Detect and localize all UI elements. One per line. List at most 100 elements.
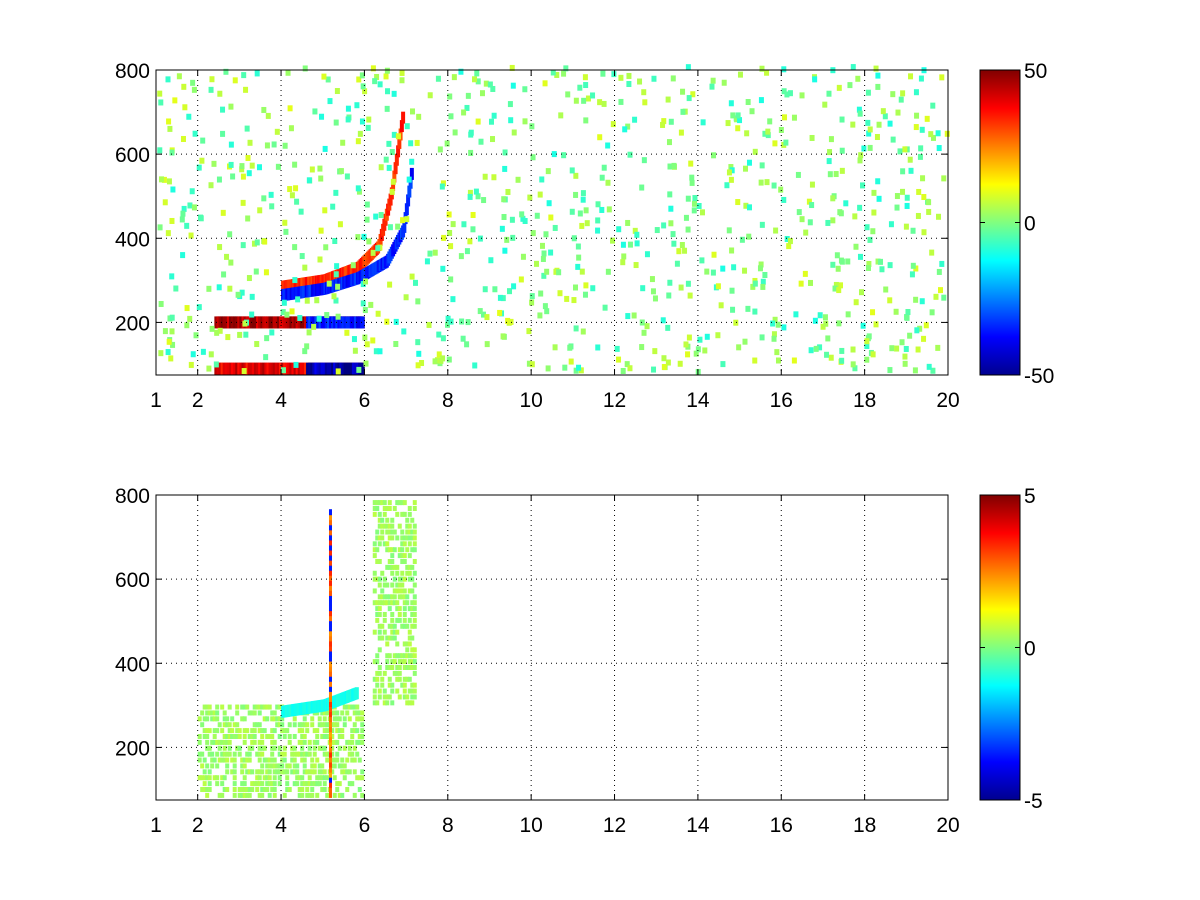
heatmap-cell (252, 734, 257, 739)
heatmap-cell (470, 226, 476, 233)
heatmap-cell (412, 694, 417, 700)
heatmap-cell (287, 763, 292, 769)
heatmap-cell (382, 629, 387, 635)
heatmap-cell (207, 775, 212, 781)
heatmap-cell (507, 288, 513, 295)
heatmap-cell (395, 500, 400, 506)
heatmap-cell (400, 535, 405, 541)
heatmap-cell (328, 756, 332, 763)
heatmap-cell (290, 757, 295, 763)
heatmap-cell (686, 95, 692, 102)
heatmap-cell (803, 229, 809, 236)
heatmap-cell (328, 595, 332, 602)
heatmap-cell (390, 682, 395, 688)
heatmap-cell (405, 564, 410, 570)
heatmap-cell (395, 617, 400, 623)
heatmap-cell (390, 617, 395, 623)
heatmap-cell (292, 722, 297, 728)
colorbar-tick-label: 0 (1024, 638, 1036, 661)
x-tick-label: 8 (442, 814, 454, 837)
heatmap-cell (545, 168, 551, 175)
heatmap-cell (247, 751, 252, 757)
heatmap-cell (402, 541, 407, 547)
heatmap-cell (347, 739, 352, 745)
heatmap-cell (415, 298, 421, 305)
heatmap-cell (735, 199, 741, 206)
heatmap-cell (157, 147, 163, 154)
heatmap-cell (328, 539, 332, 546)
heatmap-cell (165, 349, 171, 356)
heatmap-cell (239, 289, 245, 296)
heatmap-cell (572, 284, 578, 291)
heatmap-cell (293, 185, 299, 192)
heatmap-cell (402, 617, 407, 623)
heatmap-cell (402, 688, 407, 694)
heatmap-cell (631, 312, 637, 319)
heatmap-cell (192, 130, 198, 137)
heatmap-cell (569, 167, 575, 174)
heatmap-cell (235, 734, 240, 739)
heatmap-cell (320, 775, 325, 781)
heatmap-cell (771, 331, 777, 338)
heatmap-cell (806, 198, 812, 205)
heatmap-cell (583, 117, 589, 124)
heatmap-cell (627, 151, 633, 158)
heatmap-cell (317, 716, 322, 722)
heatmap-cell (380, 594, 385, 600)
heatmap-cell (459, 318, 465, 325)
heatmap-cell (320, 734, 325, 739)
heatmap-cell (860, 322, 866, 329)
heatmap-cell (270, 745, 275, 751)
heatmap-cell (447, 229, 453, 236)
heatmap-cell (222, 775, 227, 781)
heatmap-cell (852, 365, 858, 372)
heatmap-cell (558, 112, 564, 119)
heatmap-cell (397, 523, 402, 529)
heatmap-cell (340, 710, 345, 716)
heatmap-cell (355, 185, 361, 192)
heatmap-cell (302, 264, 308, 271)
heatmap-cell (322, 734, 327, 739)
heatmap-cell (209, 76, 215, 83)
heatmap-cell (392, 576, 397, 582)
heatmap-cell (375, 676, 380, 682)
heatmap-cell (191, 204, 197, 211)
heatmap-cell (915, 346, 921, 353)
heatmap-cell (660, 121, 666, 128)
heatmap-cell (328, 695, 332, 702)
heatmap-cell (913, 89, 919, 96)
heatmap-cell (252, 739, 257, 745)
heatmap-cell (297, 722, 302, 728)
heatmap-cell (448, 318, 454, 325)
heatmap-cell (843, 200, 849, 207)
heatmap-cell (857, 157, 863, 164)
heatmap-cell (700, 119, 706, 126)
heatmap-cell (399, 120, 404, 133)
heatmap-cell (730, 306, 736, 313)
heatmap-cell (328, 544, 332, 551)
heatmap-cell (903, 223, 909, 230)
heatmap-cell (350, 728, 355, 734)
heatmap-cell (294, 198, 300, 205)
heatmap-cell (242, 787, 247, 793)
heatmap-cell (571, 297, 577, 304)
heatmap-cell (158, 99, 164, 106)
heatmap-cell (666, 139, 672, 146)
heatmap-cell (246, 275, 252, 282)
heatmap-cell (275, 722, 280, 728)
x-tick-label: 20 (936, 814, 959, 837)
heatmap-cell (938, 287, 944, 294)
heatmap-cell (711, 251, 717, 258)
heatmap-cell (210, 716, 215, 722)
heatmap-cell (360, 362, 365, 375)
heatmap-cell (328, 771, 332, 778)
heatmap-cell (875, 83, 881, 90)
heatmap-cell (561, 152, 567, 159)
heatmap-cell (579, 222, 585, 229)
heatmap-cell (328, 610, 332, 617)
heatmap-cell (661, 222, 667, 229)
heatmap-cell (482, 173, 488, 180)
heatmap-cell (244, 125, 250, 132)
heatmap-cell (222, 751, 227, 757)
